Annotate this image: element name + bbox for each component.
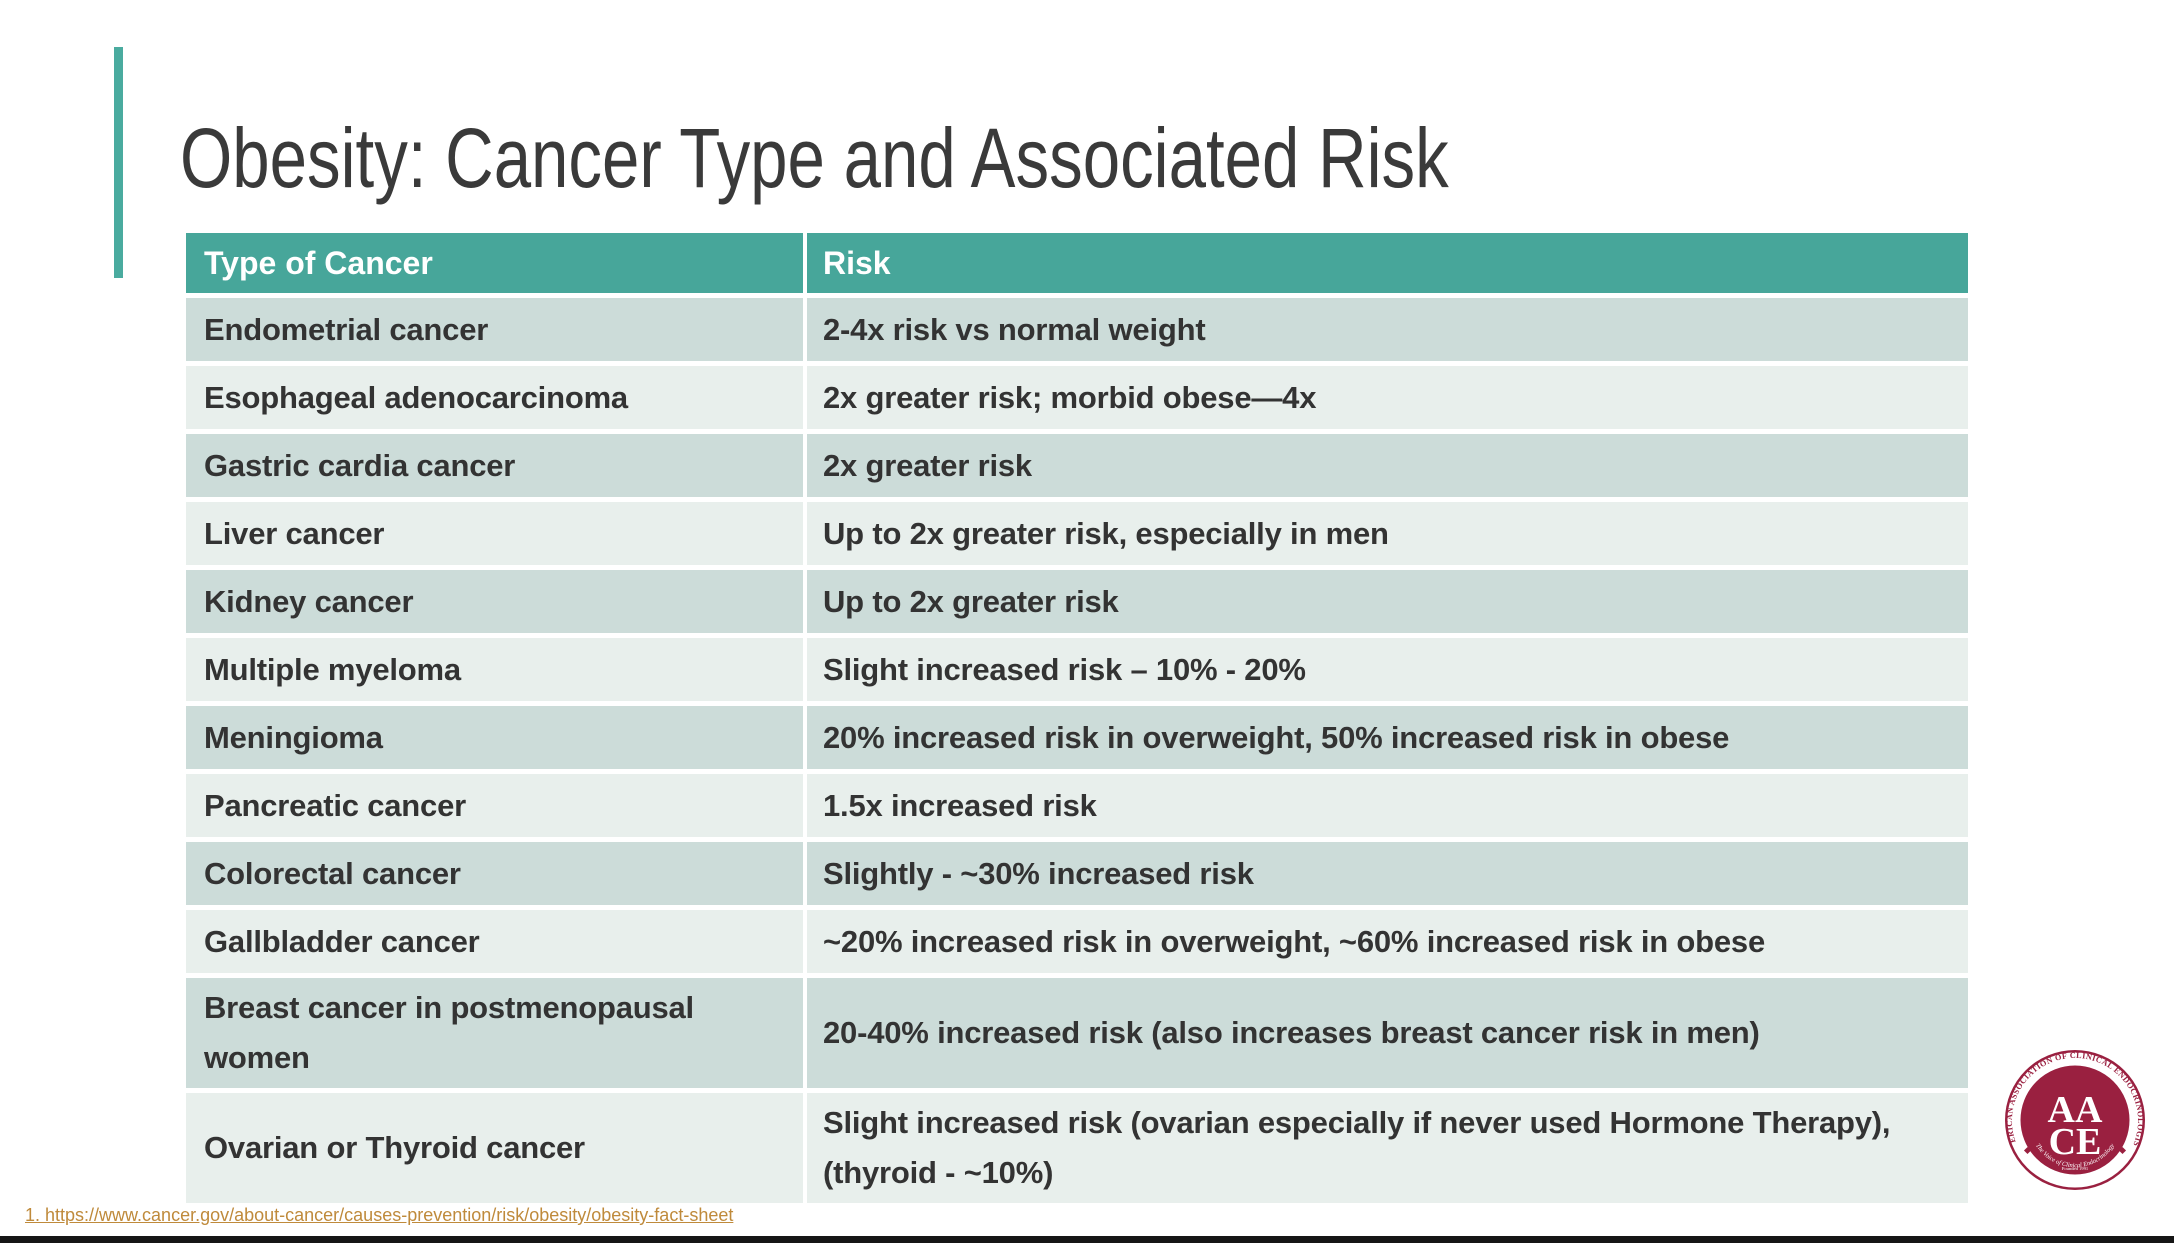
cell-cancer-type: Gallbladder cancer xyxy=(186,910,803,973)
table-header-row: Type of Cancer Risk xyxy=(186,233,1968,293)
title-accent-bar xyxy=(114,47,123,278)
cell-cancer-type: Ovarian or Thyroid cancer xyxy=(186,1093,803,1203)
cell-cancer-type: Pancreatic cancer xyxy=(186,774,803,837)
cell-risk: 2x greater risk; morbid obese—4x xyxy=(807,366,1968,429)
table-row: Colorectal cancer Slightly - ~30% increas… xyxy=(186,842,1968,905)
cell-cancer-type: Colorectal cancer xyxy=(186,842,803,905)
cell-cancer-type: Multiple myeloma xyxy=(186,638,803,701)
table-row: Gastric cardia cancer 2x greater risk xyxy=(186,434,1968,497)
cell-risk: 1.5x increased risk xyxy=(807,774,1968,837)
bottom-bar xyxy=(0,1236,2174,1243)
table-row: Esophageal adenocarcinoma 2x greater risk… xyxy=(186,366,1968,429)
table-row: Kidney cancer Up to 2x greater risk xyxy=(186,570,1968,633)
cell-cancer-type: Kidney cancer xyxy=(186,570,803,633)
column-header-type-of-cancer: Type of Cancer xyxy=(186,233,803,293)
logo-founded-text: Founded 1991 xyxy=(2062,1166,2089,1171)
cell-risk: 20% increased risk in overweight, 50% in… xyxy=(807,706,1968,769)
cell-risk: ~20% increased risk in overweight, ~60% … xyxy=(807,910,1968,973)
aace-logo: AMERICAN ASSOCIATION OF CLINICAL ENDOCRI… xyxy=(2003,1048,2145,1190)
cell-cancer-type: Gastric cardia cancer xyxy=(186,434,803,497)
table-row: Breast cancer in postmenopausal women 20-… xyxy=(186,978,1968,1088)
cell-cancer-type: Esophageal adenocarcinoma xyxy=(186,366,803,429)
table-row: Meningioma 20% increased risk in overweig… xyxy=(186,706,1968,769)
table-row: Ovarian or Thyroid cancer Slight increase… xyxy=(186,1093,1968,1203)
source-citation-link[interactable]: 1. https://www.cancer.gov/about-cancer/c… xyxy=(25,1205,734,1225)
logo-outer-disc xyxy=(2005,1050,2145,1190)
table-row: Multiple myeloma Slight increased risk – … xyxy=(186,638,1968,701)
logo-acronym-line1: AA xyxy=(2048,1089,2103,1131)
page-title: Obesity: Cancer Type and Associated Risk xyxy=(180,111,1449,205)
cell-risk: Slightly - ~30% increased risk xyxy=(807,842,1968,905)
cell-cancer-type: Breast cancer in postmenopausal women xyxy=(186,978,803,1088)
table-row: Endometrial cancer 2-4x risk vs normal we… xyxy=(186,298,1968,361)
table-row: Liver cancer Up to 2x greater risk, espec… xyxy=(186,502,1968,565)
cell-risk: 2x greater risk xyxy=(807,434,1968,497)
logo-white-band xyxy=(2007,1052,2143,1188)
cell-cancer-type: Liver cancer xyxy=(186,502,803,565)
table-row: Pancreatic cancer 1.5x increased risk xyxy=(186,774,1968,837)
table-body: Endometrial cancer 2-4x risk vs normal we… xyxy=(186,298,1968,1203)
cell-risk: Up to 2x greater risk, especially in men xyxy=(807,502,1968,565)
cell-risk: Up to 2x greater risk xyxy=(807,570,1968,633)
cell-risk: Slight increased risk – 10% - 20% xyxy=(807,638,1968,701)
logo-acronym-line2: CE xyxy=(2049,1121,2102,1163)
cell-risk: 20-40% increased risk (also increases br… xyxy=(807,978,1968,1088)
column-header-risk: Risk xyxy=(807,233,1968,293)
cell-cancer-type: Endometrial cancer xyxy=(186,298,803,361)
cancer-risk-table: Type of Cancer Risk Endometrial cancer 2-… xyxy=(186,233,1968,1203)
cell-risk: Slight increased risk (ovarian especiall… xyxy=(807,1093,1968,1203)
cell-cancer-type: Meningioma xyxy=(186,706,803,769)
cell-risk: 2-4x risk vs normal weight xyxy=(807,298,1968,361)
table-row: Gallbladder cancer ~20% increased risk in… xyxy=(186,910,1968,973)
